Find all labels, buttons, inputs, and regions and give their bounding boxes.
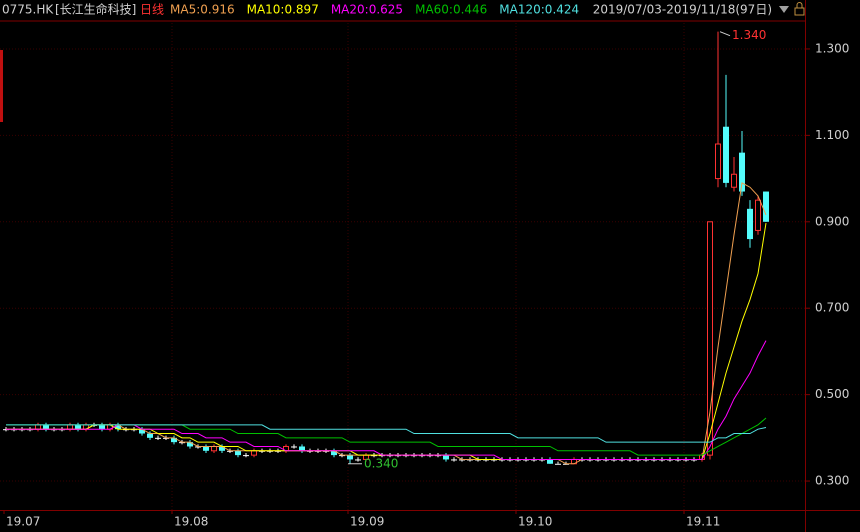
candle-body (75, 424, 81, 430)
y-tick-label: 0.500 (815, 387, 849, 401)
date-range: 2019/07/03-2019/11/18(97日) (593, 3, 772, 17)
candle-body (747, 208, 753, 240)
legend-entry: MA5:0.916 (170, 3, 235, 17)
candle-body (187, 442, 193, 447)
candle-body (219, 446, 225, 451)
candle-body (115, 424, 121, 430)
y-tick-label: 0.900 (815, 214, 849, 228)
legend-entry: MA10:0.897 (247, 3, 319, 17)
candle-body (139, 429, 145, 434)
x-tick-label: 19.11 (686, 515, 720, 529)
candle-body (739, 152, 745, 192)
x-tick-label: 19.09 (350, 515, 384, 529)
lock-icon[interactable] (794, 7, 805, 16)
candle-body (547, 459, 553, 464)
candle-body (723, 126, 729, 183)
lock-shackle (796, 2, 803, 8)
candle-body (355, 459, 361, 461)
high-arrow (719, 31, 731, 37)
candle-body (755, 199, 761, 231)
candle-body (235, 450, 241, 456)
x-tick-label: 19.10 (518, 515, 552, 529)
high-label: 1.340 (732, 28, 766, 42)
y-tick-label: 1.300 (815, 41, 849, 55)
candle-body (203, 446, 209, 451)
y-tick-label: 1.100 (815, 128, 849, 142)
candle-body (155, 437, 161, 439)
x-tick-label: 19.07 (6, 515, 40, 529)
candle-body (731, 173, 737, 188)
ma-line (6, 424, 767, 443)
dropdown-icon[interactable] (779, 6, 789, 13)
candle-body (99, 424, 105, 430)
candle-body (147, 433, 153, 438)
candle-body (763, 191, 769, 222)
legend-entry: MA60:0.446 (415, 3, 487, 17)
side-marker (0, 50, 3, 122)
stock-name: [长江生命科技] (55, 2, 136, 17)
candle-body (211, 445, 217, 452)
candle-body (35, 424, 41, 430)
candle-body (443, 455, 449, 460)
candle-body (299, 446, 305, 451)
period: 日线 (140, 3, 164, 17)
candle-body (451, 459, 457, 461)
candle-body (67, 424, 73, 430)
x-tick-label: 19.08 (174, 515, 208, 529)
candle-body (555, 463, 561, 465)
candle-body (251, 450, 257, 456)
legend-entry: MA120:0.424 (499, 3, 579, 17)
candle-body (291, 446, 297, 448)
legend-entry: MA20:0.625 (331, 3, 403, 17)
low-label: 0.340 (364, 456, 398, 470)
y-tick-label: 0.300 (815, 474, 849, 488)
candle-body (347, 455, 353, 460)
symbol: 0775.HK (2, 3, 54, 17)
candle-body (715, 143, 721, 180)
candle-body (43, 424, 49, 430)
candle-body (707, 221, 713, 456)
y-tick-label: 0.700 (815, 301, 849, 315)
candle-body (331, 450, 337, 456)
plot-area: MA5:0.916 MA10:0.897 MA20:0.625 MA60:0.446 M… (0, 3, 849, 529)
candle-body (243, 455, 249, 457)
candle-body (171, 437, 177, 443)
